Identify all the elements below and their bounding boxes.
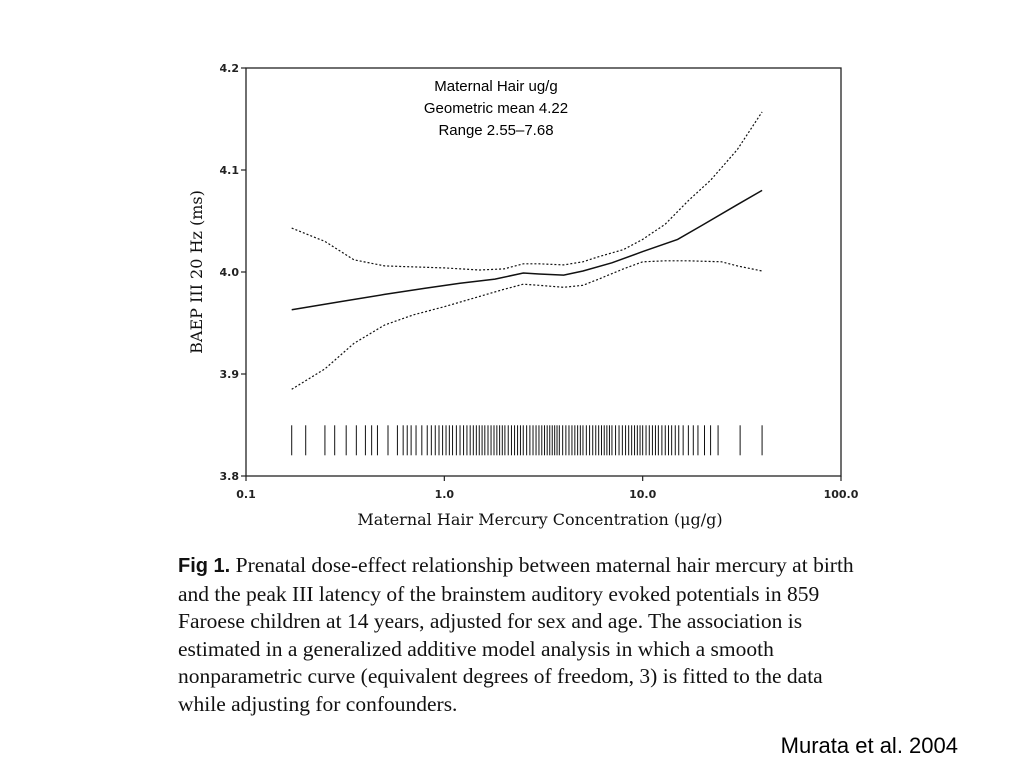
x-axis: 0.1 1.0 10.0 100.0 [236, 476, 859, 501]
citation: Murata et al. 2004 [780, 733, 958, 758]
annotation-line-2: Geometric mean 4.22 [424, 100, 568, 117]
y-tick-label: 4.1 [220, 164, 240, 177]
y-tick-label: 3.8 [220, 470, 240, 483]
y-axis: 3.8 3.9 4.0 4.1 4.2 [220, 62, 246, 483]
x-tick-label: 0.1 [236, 488, 256, 501]
figure-label: Fig 1. [178, 555, 231, 577]
chart: 3.8 3.9 4.0 4.1 4.2 0.1 1.0 10.0 100.0 Maternal… [187, 62, 859, 529]
figure-caption: Fig 1. Prenatal dose-effect relationship… [178, 552, 868, 718]
figure-caption-text: Prenatal dose-effect relationship betwee… [178, 553, 854, 716]
confidence-band-line [291, 260, 763, 390]
annotation-line-1: Maternal Hair ug/g [434, 78, 557, 95]
curves [291, 111, 763, 390]
y-tick-label: 4.0 [220, 266, 240, 279]
x-tick-label: 100.0 [824, 488, 859, 501]
y-tick-label: 3.9 [220, 368, 240, 381]
annotation-line-3: Range 2.55–7.68 [438, 122, 553, 139]
x-tick-label: 10.0 [629, 488, 656, 501]
rug-plot [291, 425, 763, 456]
y-tick-label: 4.2 [220, 62, 240, 75]
confidence-band-line [291, 111, 763, 271]
y-axis-label: BAEP III 20 Hz (ms) [187, 190, 206, 354]
estimate-line [291, 189, 763, 311]
x-tick-label: 1.0 [435, 488, 455, 501]
x-axis-label: Maternal Hair Mercury Concentration (μg/… [357, 510, 722, 529]
